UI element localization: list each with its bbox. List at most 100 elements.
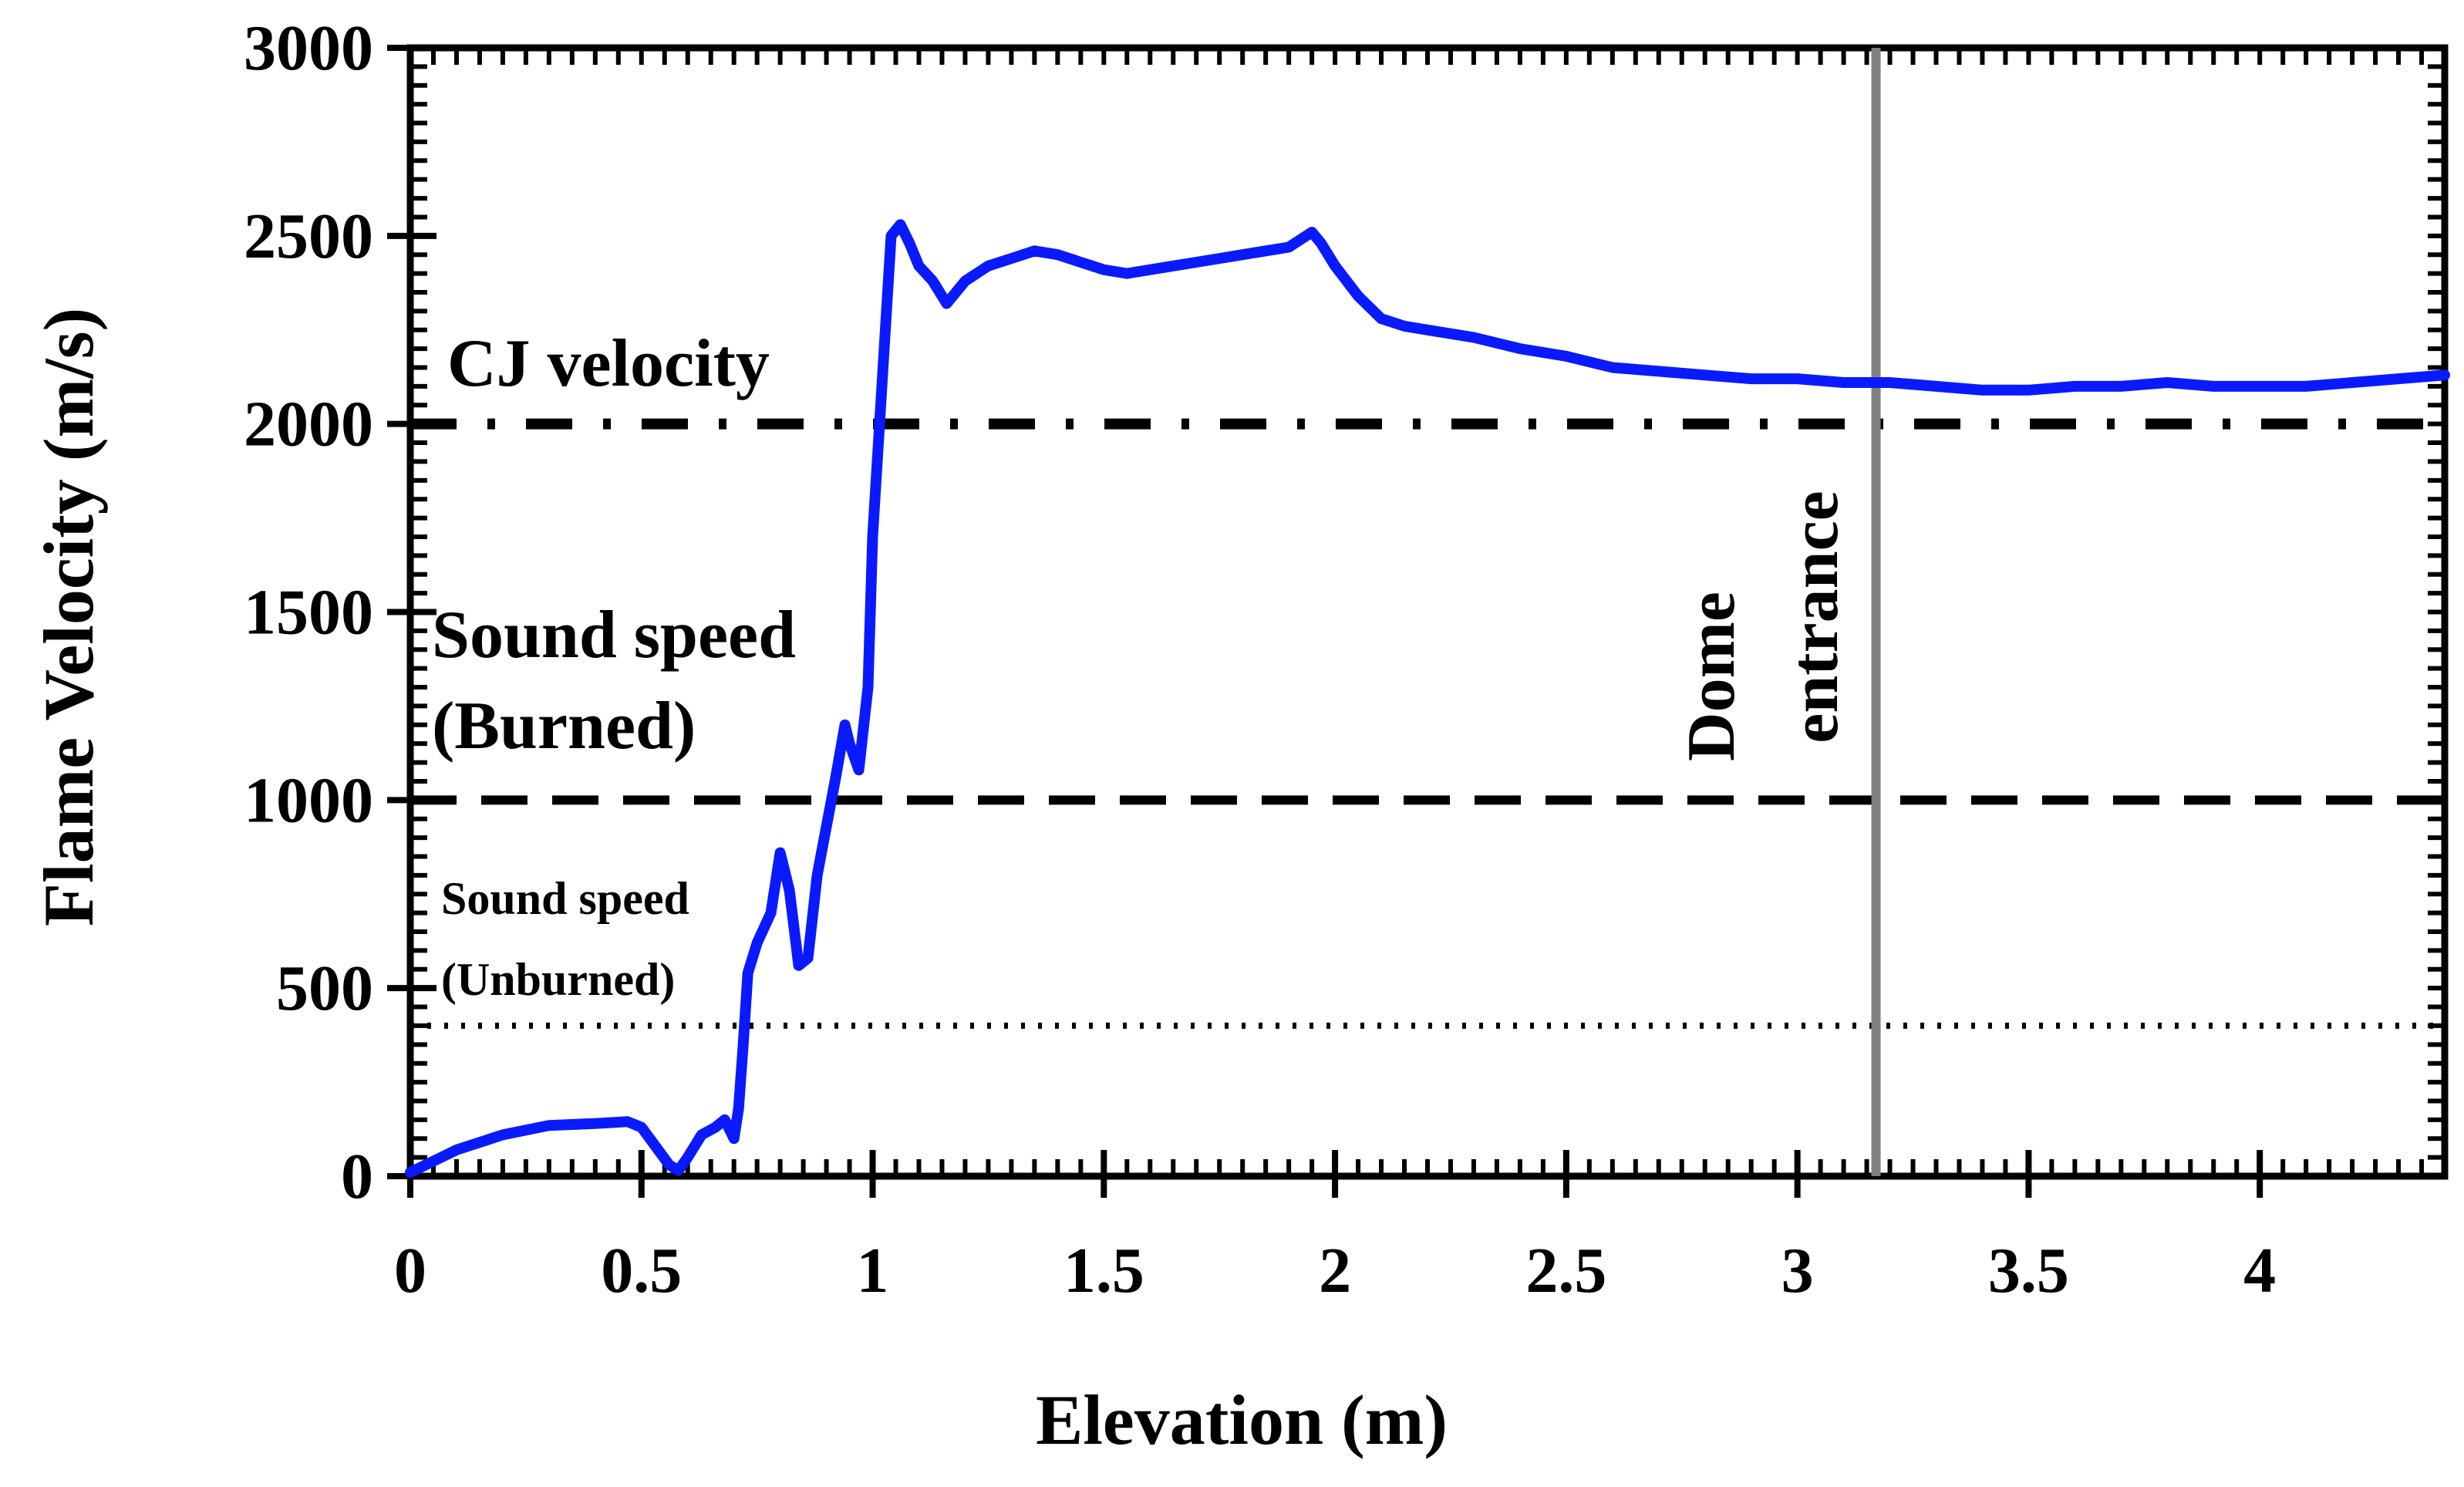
flame-velocity-point — [652, 1143, 659, 1149]
x-tick-label: 3.5 — [1988, 1235, 2069, 1307]
flame-velocity-point — [1655, 368, 1662, 375]
x-axis-title: Elevation (m) — [1036, 1381, 1448, 1459]
flame-velocity-point — [1309, 229, 1316, 235]
x-tick-label: 2 — [1319, 1235, 1351, 1307]
flame-velocity-point — [786, 887, 793, 894]
flame-velocity-point — [1101, 266, 1107, 273]
flame-velocity-point — [675, 1167, 682, 1174]
flame-velocity-point — [2257, 383, 2263, 389]
flame-velocity-point — [753, 939, 760, 946]
flame-velocity-point — [804, 955, 811, 962]
flame-velocity-point — [1318, 240, 1325, 247]
y-axis-title: Flame Velocity (m/s) — [29, 308, 108, 926]
flame-velocity-point — [1401, 322, 1407, 329]
flame-velocity-point — [1170, 262, 1177, 269]
flame-velocity-point — [499, 1131, 506, 1138]
sound-speed-unburned-label-2: (Unburned) — [441, 954, 675, 1005]
x-tick-label: 1.5 — [1063, 1235, 1144, 1307]
flame-velocity-point — [1840, 379, 1847, 386]
y-tick-label: 3000 — [244, 12, 373, 84]
flame-velocity-point — [624, 1118, 631, 1125]
sound-speed-burned-label: Sound speed — [432, 598, 796, 673]
flame-velocity-point — [1933, 383, 1940, 389]
flame-velocity-point — [1748, 376, 1754, 383]
flame-velocity-point — [1332, 262, 1339, 269]
y-tick-label: 2000 — [244, 389, 373, 460]
flame-velocity-point — [1471, 334, 1477, 341]
cj-velocity-label: CJ velocity — [447, 326, 770, 401]
flame-velocity-point — [929, 278, 936, 285]
flame-velocity-point — [407, 1169, 413, 1176]
sound-speed-unburned-label: Sound speed — [441, 873, 689, 924]
flame-velocity-point — [1378, 315, 1384, 322]
flame-velocity-point — [878, 383, 885, 389]
flame-velocity-point — [1609, 364, 1616, 371]
flame-velocity-point — [943, 300, 950, 307]
flame-velocity-point — [1077, 259, 1084, 265]
flame-velocity-point — [1031, 248, 1038, 255]
y-tick-label: 0 — [341, 1141, 373, 1212]
flame-velocity-point — [545, 1122, 552, 1129]
flame-velocity-point — [865, 684, 871, 690]
flame-velocity-point — [744, 969, 751, 976]
flame-velocity-point — [684, 1154, 691, 1161]
flame-velocity-point — [2025, 386, 2032, 393]
dome-entrance-label-2: entrance — [1778, 491, 1852, 743]
x-tick-label: 4 — [2243, 1235, 2276, 1307]
flame-velocity-point — [1516, 346, 1523, 352]
x-tick-label: 0.5 — [601, 1235, 682, 1307]
flame-velocity-point — [740, 1041, 747, 1048]
flame-velocity-point — [795, 962, 802, 969]
y-tick-label: 500 — [276, 953, 373, 1024]
flame-velocity-point — [1124, 270, 1131, 277]
flame-velocity-point — [888, 232, 895, 239]
flame-velocity-point — [1147, 266, 1154, 273]
flame-velocity-point — [1424, 326, 1431, 333]
flame-velocity-point — [592, 1120, 598, 1127]
flame-velocity-point — [2303, 383, 2310, 389]
flame-velocity-point — [1193, 259, 1200, 265]
flame-velocity-point — [735, 1105, 742, 1112]
flame-velocity-point — [2395, 376, 2402, 383]
flame-velocity-point — [1286, 244, 1293, 251]
x-tick-label: 2.5 — [1525, 1235, 1606, 1307]
flame-velocity-point — [1008, 255, 1015, 262]
x-tick-label: 0 — [394, 1235, 426, 1307]
flame-velocity-point — [823, 823, 830, 830]
flame-velocity-point — [2118, 383, 2125, 389]
flame-velocity-point — [1239, 251, 1246, 258]
flame-velocity-point — [846, 740, 853, 747]
flame-velocity-point — [1355, 292, 1362, 299]
flame-velocity-point — [1216, 255, 1223, 262]
flame-velocity-point — [869, 534, 876, 540]
plot-layer: 0 500 1000 1500 2000 2500 3000 0 0.5 1 1.5 2 2.5 3 3.5… — [244, 12, 2450, 1307]
flame-velocity-point — [985, 262, 992, 269]
flame-velocity-point — [1262, 248, 1269, 255]
flame-velocity-point — [430, 1158, 437, 1165]
flame-velocity-point — [906, 240, 913, 247]
sound-speed-burned-label-2: (Burned) — [432, 689, 696, 764]
flame-velocity-point — [1979, 386, 1986, 393]
flame-velocity-point — [767, 909, 774, 916]
flame-velocity-point — [1886, 379, 1893, 386]
flame-velocity-point — [962, 278, 969, 285]
flame-velocity-point — [2442, 372, 2448, 379]
flame-velocity-point — [814, 872, 821, 878]
flame-velocity-point — [453, 1146, 460, 1153]
flame-velocity-point — [2349, 379, 2356, 386]
flame-velocity-point — [712, 1124, 719, 1131]
flame-velocity-point — [832, 774, 839, 781]
flame-velocity-point — [1054, 251, 1061, 258]
dome-entrance-label: Dome — [1674, 592, 1749, 761]
y-tick-label: 2500 — [244, 201, 373, 272]
flame-velocity-point — [721, 1116, 728, 1123]
flame-velocity-point — [1562, 352, 1569, 359]
flame-velocity-point — [666, 1162, 672, 1168]
y-tick-label: 1500 — [244, 577, 373, 649]
flame-velocity-point — [897, 221, 904, 228]
flame-velocity-point — [1701, 372, 1708, 379]
flame-velocity-point — [855, 767, 862, 774]
flame-velocity-point — [841, 721, 848, 728]
flame-velocity-point — [730, 1135, 737, 1142]
